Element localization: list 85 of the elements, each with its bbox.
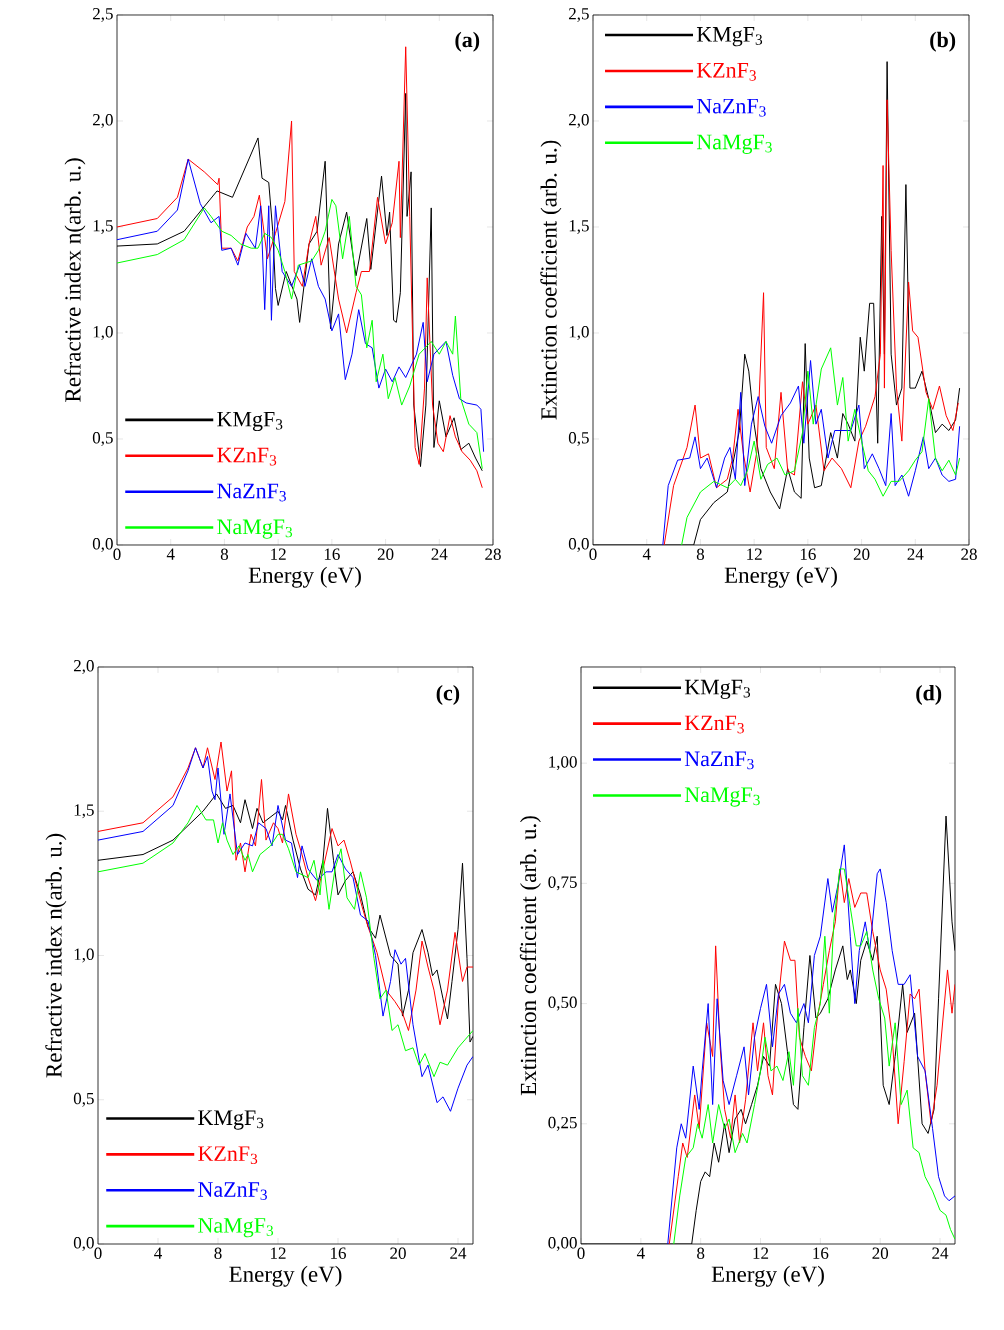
x-tick-label: 0 (589, 548, 597, 560)
legend-label: KMgF$_{3}$ (684, 679, 751, 699)
x-tick-label: 8 (696, 548, 705, 560)
y-tick-label: 0,50 (548, 996, 577, 1011)
line-series (98, 741, 473, 1032)
legend-label: KZnF$_{3}$ (217, 447, 277, 466)
x-tick-label: 12 (271, 548, 286, 560)
x-tick-label: 4 (642, 548, 651, 560)
legend-label: NaZnF$_{3}$ (198, 1182, 267, 1200)
x-tick-label: 12 (753, 1247, 769, 1259)
x-axis-title: Energy (eV) (711, 1265, 824, 1287)
legend-label: KMgF$_{3}$ (696, 27, 763, 47)
line-series (117, 198, 483, 470)
x-tick-label: 24 (431, 548, 448, 560)
line-series (98, 747, 473, 1112)
x-tick-label: 12 (271, 1247, 286, 1259)
x-tick-label: 24 (907, 548, 924, 560)
legend-label: NaZnF$_{3}$ (217, 483, 286, 502)
legend-label: KZnF$_{3}$ (198, 1146, 258, 1165)
y-tick-label: 1,5 (74, 804, 94, 819)
x-tick-label: 20 (377, 548, 394, 560)
legend-label: NaZnF$_{3}$ (684, 751, 754, 770)
line-series (98, 804, 473, 1078)
x-axis-title: Energy (eV) (724, 566, 837, 588)
y-tick-label: 2,5 (568, 8, 589, 22)
x-tick-label: 20 (872, 1247, 889, 1259)
x-tick-label: 28 (961, 548, 977, 560)
x-tick-label: 16 (800, 548, 816, 560)
legend-label: KZnF$_{3}$ (684, 715, 744, 734)
legend-label: KZnF$_{3}$ (696, 63, 756, 81)
annotation: (c) (436, 684, 460, 705)
x-tick-label: 20 (853, 548, 870, 560)
legend-label: NaZnF$_{3}$ (696, 98, 766, 117)
x-axis-title: Energy (eV) (248, 566, 361, 588)
x-axis-title: Energy (eV) (229, 1265, 342, 1287)
legend-label: KMgF$_{3}$ (198, 1110, 264, 1130)
annotation: (b) (930, 31, 956, 52)
x-tick-label: 8 (214, 1247, 222, 1259)
legend-label: KMgF$_{3}$ (217, 411, 283, 432)
y-axis-title: Extinction coefficient (arb. u.) (540, 140, 562, 420)
x-tick-label: 16 (813, 1247, 829, 1259)
y-tick-label: 1,0 (569, 326, 589, 340)
x-tick-label: 24 (450, 1247, 467, 1259)
x-tick-label: 16 (331, 1247, 346, 1259)
y-tick-label: 0,00 (548, 1237, 577, 1251)
x-tick-label: 0 (577, 1247, 585, 1259)
y-tick-label: 0,25 (548, 1116, 577, 1131)
y-tick-label: 0,5 (568, 432, 589, 446)
text: NaMgF$_{3}$ (217, 519, 293, 539)
y-tick-label: 0,0 (568, 538, 589, 552)
x-tick-label: 4 (154, 1247, 162, 1259)
line-series (663, 99, 959, 545)
x-tick-label: 0 (113, 548, 121, 560)
y-tick-label: 1,5 (93, 220, 113, 234)
annotation: (a) (455, 31, 480, 52)
y-tick-label: 2,5 (92, 8, 113, 22)
x-tick-label: 16 (324, 548, 340, 560)
y-tick-label: 1,5 (569, 220, 589, 234)
y-tick-label: 0,0 (92, 538, 113, 552)
x-tick-label: 24 (932, 1247, 949, 1259)
legend-label: NaMgF$_{3}$ (696, 134, 772, 154)
y-tick-label: 1,00 (549, 756, 577, 771)
y-tick-label: 2,0 (92, 114, 113, 128)
annotation: (d) (916, 684, 942, 705)
x-tick-label: 4 (166, 548, 175, 560)
y-axis-title: Refractive index n(arb. u.) (64, 158, 86, 402)
x-tick-label: 28 (485, 548, 501, 560)
y-tick-label: 2,0 (73, 660, 94, 674)
x-tick-label: 4 (636, 1247, 645, 1259)
y-tick-label: 0,75 (548, 876, 577, 891)
legend-label: NaMgF$_{3}$ (684, 787, 760, 807)
x-tick-label: 20 (390, 1247, 406, 1259)
y-axis-title: Refractive index n(arb. u.) (45, 833, 67, 1078)
legend-label: NaMgF$_{3}$ (198, 1218, 274, 1238)
y-tick-label: 1,0 (74, 948, 94, 963)
x-tick-label: 8 (220, 548, 229, 560)
y-tick-label: 0,5 (73, 1092, 94, 1107)
x-tick-label: 0 (94, 1247, 102, 1259)
x-tick-label: 12 (747, 548, 762, 560)
y-tick-label: 0,0 (73, 1237, 94, 1251)
y-tick-label: 1,0 (93, 326, 113, 340)
y-tick-label: 0,5 (92, 432, 113, 446)
y-axis-title: Extinction coefficient (arb. u.) (519, 816, 541, 1096)
y-tick-label: 2,0 (568, 114, 589, 128)
x-tick-label: 8 (697, 1247, 705, 1259)
